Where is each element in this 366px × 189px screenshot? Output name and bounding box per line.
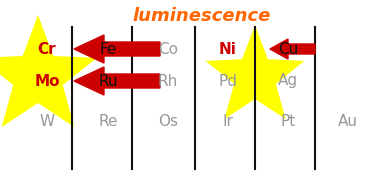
- Text: Ni: Ni: [219, 42, 237, 57]
- Text: Pt: Pt: [280, 114, 296, 129]
- Text: Co: Co: [158, 42, 178, 57]
- Text: Ag: Ag: [278, 74, 298, 88]
- Text: Au: Au: [338, 114, 358, 129]
- Text: W: W: [40, 114, 55, 129]
- FancyArrow shape: [74, 67, 160, 95]
- Text: Cu: Cu: [278, 42, 298, 57]
- Text: Os: Os: [158, 114, 178, 129]
- Text: Cr: Cr: [38, 42, 56, 57]
- Text: Re: Re: [98, 114, 118, 129]
- Text: Fe: Fe: [99, 42, 117, 57]
- Text: Rh: Rh: [158, 74, 178, 88]
- Polygon shape: [0, 15, 97, 127]
- Text: luminescence: luminescence: [132, 7, 270, 25]
- FancyArrow shape: [74, 35, 160, 63]
- Text: Mo: Mo: [34, 74, 60, 88]
- FancyArrow shape: [270, 39, 315, 59]
- Text: Ru: Ru: [98, 74, 118, 88]
- Text: Ir: Ir: [223, 114, 234, 129]
- Text: Pd: Pd: [219, 74, 238, 88]
- Polygon shape: [206, 25, 305, 119]
